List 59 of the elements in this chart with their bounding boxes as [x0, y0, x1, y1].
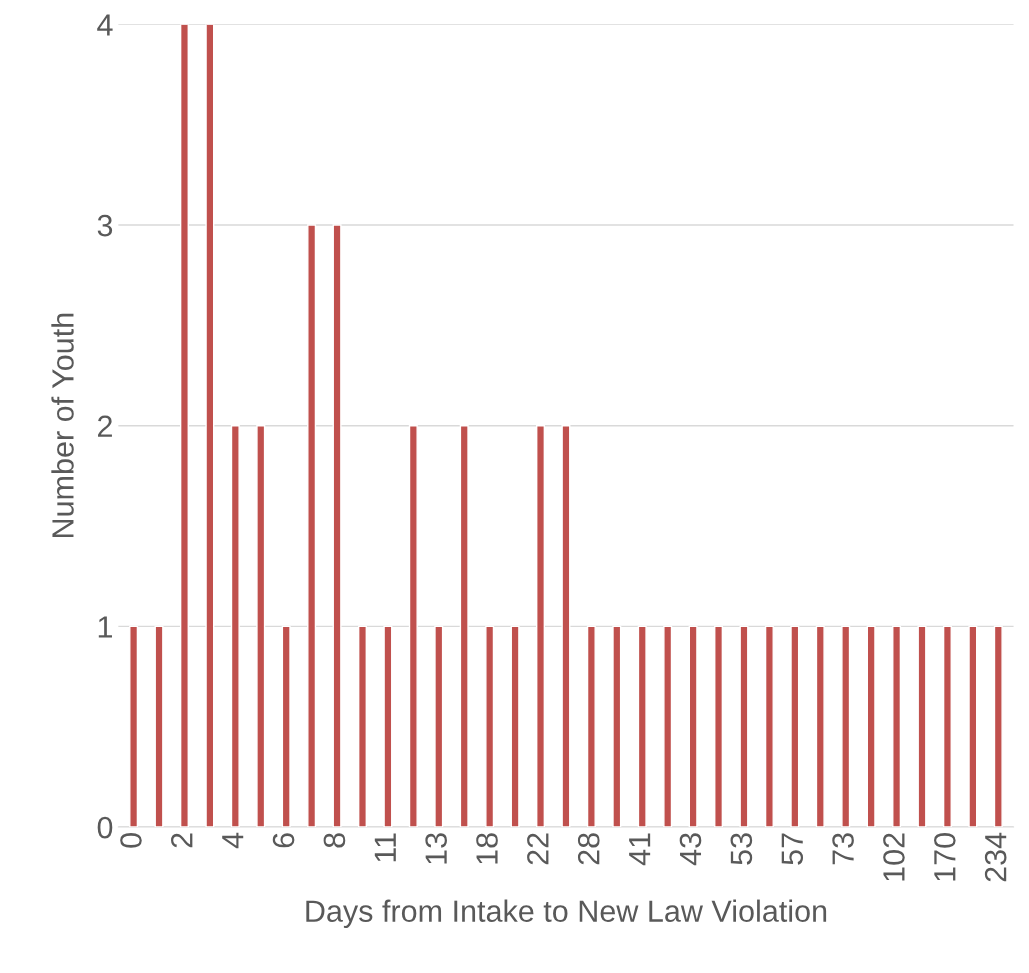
x-tick-label: 4 — [222, 832, 244, 849]
bar — [714, 625, 724, 828]
y-tick-label: 2 — [98, 415, 112, 437]
bar — [942, 625, 952, 828]
bar — [815, 625, 825, 828]
x-tick-label: 22 — [527, 833, 549, 865]
bar — [485, 625, 495, 828]
x-tick-label: 13 — [425, 833, 447, 864]
x-tick-label: 6 — [272, 833, 295, 848]
bar — [408, 424, 418, 828]
x-tick-label: 2 — [171, 833, 193, 848]
y-tick-label: 1 — [98, 616, 112, 638]
bar — [790, 625, 800, 828]
bar — [561, 424, 571, 828]
x-axis-title: Days from Intake to New Law Violation — [306, 899, 827, 929]
bar — [739, 625, 749, 828]
bar — [917, 625, 927, 828]
x-tick-label: 43 — [679, 833, 702, 866]
x-tick-label: 102 — [883, 833, 905, 881]
bar — [688, 625, 698, 828]
x-tick-label: 170 — [934, 833, 956, 881]
bar — [357, 625, 367, 828]
x-tick-label: 57 — [781, 833, 804, 865]
bar — [129, 625, 139, 828]
x-tick-label: 41 — [629, 833, 651, 866]
bar — [179, 24, 189, 828]
bar — [281, 625, 291, 828]
y-tick-label: 3 — [97, 214, 113, 237]
x-tick-label: 8 — [323, 833, 346, 848]
bar — [205, 24, 215, 828]
x-tick-label: 28 — [577, 833, 600, 865]
bar — [154, 625, 164, 828]
bar — [663, 625, 673, 828]
x-tick-label: 53 — [730, 833, 753, 865]
x-tick-label: 18 — [476, 833, 498, 864]
bar — [510, 625, 520, 828]
bar — [586, 625, 596, 828]
bar — [383, 625, 393, 828]
y-tick-label: 4 — [97, 14, 113, 36]
bar — [612, 625, 622, 828]
x-tick-label: 11 — [374, 833, 396, 862]
bar — [968, 625, 978, 828]
y-axis-title: Number of Youth — [51, 313, 74, 538]
bar — [764, 625, 774, 828]
bar — [841, 625, 851, 828]
x-tick-label: 0 — [120, 833, 142, 848]
bar — [459, 424, 469, 828]
x-tick-label: 73 — [832, 833, 854, 865]
bar — [892, 625, 902, 828]
bar — [332, 224, 342, 828]
bar — [866, 625, 876, 828]
bar — [307, 224, 317, 828]
x-tick-label: 234 — [984, 832, 1007, 882]
bar — [637, 625, 647, 828]
bar — [256, 424, 266, 828]
bar — [230, 424, 240, 828]
bar — [434, 625, 444, 828]
bar — [536, 424, 546, 828]
bar — [993, 625, 1003, 828]
